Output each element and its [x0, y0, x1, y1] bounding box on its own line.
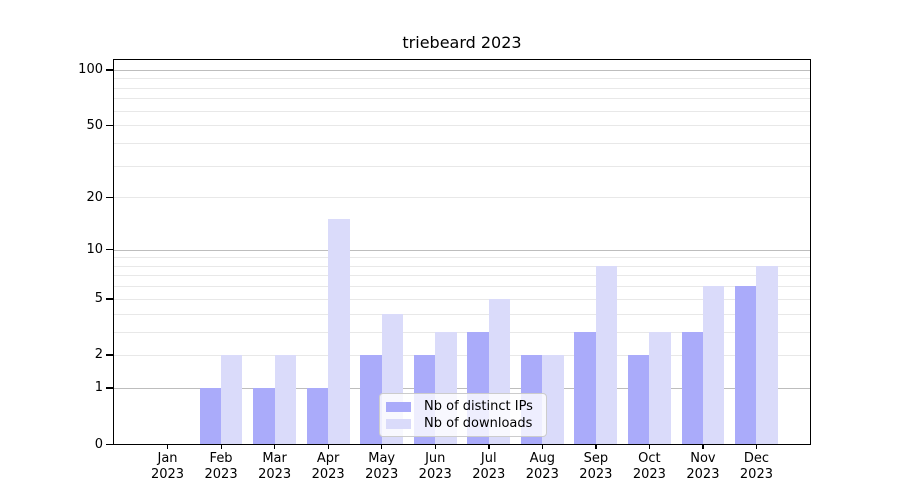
x-tick-label: Mar 2023	[258, 451, 292, 482]
legend-swatch-distinct-ips	[386, 401, 411, 412]
gridline-minor	[114, 125, 810, 127]
gridline-minor	[114, 142, 810, 144]
bar-downloads-oct	[649, 331, 671, 444]
legend-item-distinct-ips: Nb of distinct IPs	[386, 399, 540, 414]
y-tick-label: 50	[86, 117, 103, 133]
legend-swatch-downloads	[386, 418, 411, 429]
plot-area	[113, 59, 811, 445]
gridline-minor	[114, 313, 810, 315]
y-tick-mark	[106, 69, 114, 71]
gridline-minor	[114, 110, 810, 112]
y-tick-label: 1	[94, 380, 103, 396]
bar-downloads-apr	[328, 219, 350, 444]
bar-distinct-ips-feb	[199, 387, 222, 444]
x-tick-label: Jul 2023	[472, 451, 506, 482]
bar-downloads-nov	[702, 286, 725, 444]
y-tick-mark	[106, 196, 114, 198]
gridline-major	[114, 387, 810, 389]
x-tick-mark	[167, 445, 169, 449]
gridline-minor	[114, 331, 810, 333]
bar-downloads-dec	[756, 265, 778, 444]
bar-distinct-ips-may	[360, 354, 382, 444]
x-tick-mark	[648, 445, 651, 449]
gridline-minor	[114, 98, 810, 100]
bar-downloads-feb	[221, 354, 243, 444]
bar-distinct-ips-oct	[627, 354, 650, 444]
x-tick-mark	[541, 445, 544, 449]
x-tick-mark	[434, 445, 437, 449]
gridline-major	[114, 249, 810, 251]
y-tick-mark	[106, 354, 114, 356]
x-tick-label: Jun 2023	[418, 451, 452, 482]
x-tick-mark	[381, 445, 383, 449]
x-tick-mark	[274, 445, 276, 449]
x-tick-mark	[755, 445, 758, 449]
bar-distinct-ips-sep	[574, 331, 596, 444]
y-tick-label: 2	[94, 347, 103, 363]
bar-distinct-ips-apr	[306, 387, 329, 444]
x-tick-label: Apr 2023	[311, 451, 345, 482]
y-tick-mark	[106, 124, 114, 126]
chart-title: triebeard 2023	[402, 33, 522, 52]
y-tick-label: 5	[94, 291, 103, 307]
y-tick-mark	[106, 387, 114, 389]
legend-label-distinct-ips: Nb of distinct IPs	[424, 399, 533, 414]
gridline-minor	[114, 257, 810, 259]
bar-distinct-ips-dec	[735, 286, 757, 444]
gridline-minor	[114, 78, 810, 80]
legend-item-downloads: Nb of downloads	[386, 416, 540, 431]
bar-downloads-sep	[595, 265, 618, 444]
x-tick-label: Oct 2023	[632, 451, 666, 482]
gridline-minor	[114, 165, 810, 167]
gridline-minor	[114, 197, 810, 199]
y-tick-label: 0	[94, 436, 103, 452]
y-tick-mark	[106, 298, 114, 300]
gridline-minor	[114, 354, 810, 356]
legend-label-downloads: Nb of downloads	[424, 416, 533, 431]
gridline-minor	[114, 265, 810, 267]
x-tick-mark	[220, 445, 222, 449]
x-tick-label: Feb 2023	[204, 451, 238, 482]
y-tick-label: 100	[78, 62, 103, 78]
bar-distinct-ips-nov	[681, 331, 703, 444]
bar-distinct-ips-mar	[253, 387, 275, 444]
y-tick-label: 10	[86, 242, 103, 258]
x-tick-label: May 2023	[365, 451, 399, 482]
y-tick-mark	[106, 249, 114, 251]
bar-downloads-mar	[274, 354, 297, 444]
x-tick-label: Aug 2023	[525, 451, 559, 482]
gridline-minor	[114, 275, 810, 277]
y-tick-mark	[106, 443, 114, 445]
x-tick-label: Jan 2023	[150, 451, 185, 482]
gridline-minor	[114, 286, 810, 288]
x-tick-mark	[702, 445, 704, 449]
gridline-major	[114, 69, 810, 71]
x-tick-label: Dec 2023	[739, 451, 773, 482]
x-tick-label: Sep 2023	[579, 451, 613, 482]
x-tick-mark	[327, 445, 329, 449]
x-tick-mark	[488, 445, 490, 449]
legend: Nb of distinct IPs Nb of downloads	[379, 393, 547, 437]
gridline-minor	[114, 298, 810, 300]
gridline-minor	[114, 87, 810, 89]
y-tick-label: 20	[86, 189, 103, 205]
x-tick-mark	[595, 445, 597, 449]
x-tick-label: Nov 2023	[686, 451, 720, 482]
bar-downloads-aug	[542, 354, 564, 444]
